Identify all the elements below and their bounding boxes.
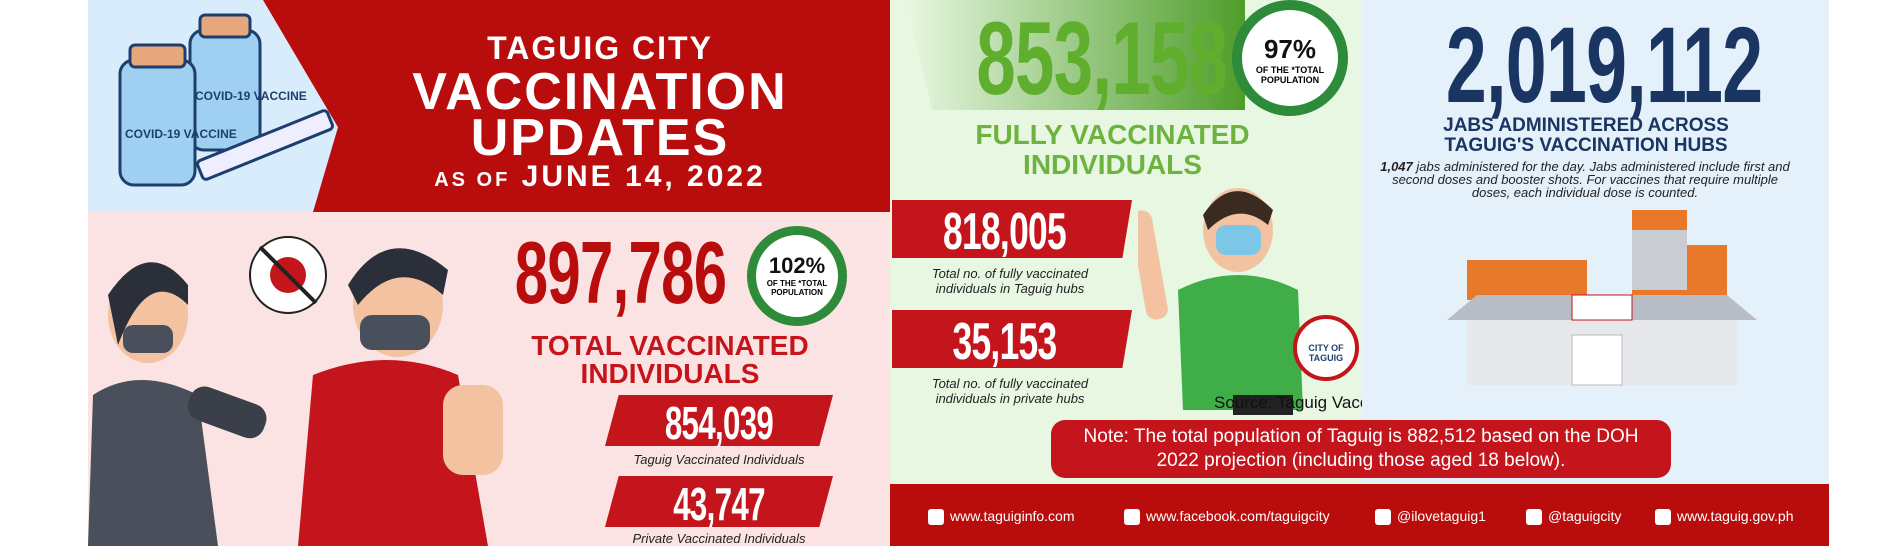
total-label: TOTAL VACCINATED INDIVIDUALS [531, 330, 809, 389]
footer-icon [1375, 509, 1391, 526]
breakdown-label: Private Vaccinated Individuals [632, 531, 806, 546]
footer-icon [1526, 509, 1542, 526]
title-line: UPDATES [470, 109, 730, 167]
footer-link-text[interactable]: @taguigcity [1548, 508, 1622, 524]
breakdown-value: 43,747 [673, 478, 765, 530]
jabs-note-text: jabs administered for the day. Jabs admi… [1392, 159, 1790, 200]
fully-number: 853,158 [976, 1, 1228, 117]
footer-icon [928, 509, 944, 526]
breakdown-value: 818,005 [942, 203, 1067, 261]
breakdown-value: 35,153 [952, 313, 1057, 371]
jabs-panel [1362, 0, 1829, 484]
footer-link-text[interactable]: www.taguiginfo.com [950, 508, 1075, 524]
footer-link[interactable]: www.facebook.com/taguigcity [1124, 508, 1330, 526]
date-line: AS OF JUNE 14, 2022 [330, 160, 870, 194]
fully-percent-badge: 97% OF THE *TOTAL POPULATION [1232, 0, 1348, 116]
total-percent: 102% [768, 253, 826, 278]
seal-logo: CITY OF TAGUIG [1293, 315, 1359, 381]
percent-caption: OF THE *TOTAL POPULATION [1255, 65, 1325, 85]
footer-icon [1124, 509, 1140, 526]
date-prefix: AS OF [434, 169, 511, 191]
footer-icon [1655, 509, 1671, 526]
breakdown-label: Total no. of fully vaccinated individual… [931, 266, 1089, 296]
jabs-number: 2,019,112 [1445, 4, 1763, 125]
fully-label: FULLY VACCINATED INDIVIDUALS [975, 119, 1250, 180]
total-percent-badge: 102% OF THE *TOTAL POPULATION [747, 226, 847, 326]
breakdown-box [605, 476, 833, 527]
footer-link[interactable]: www.taguiginfo.com [928, 508, 1075, 526]
people-illustration [88, 236, 503, 546]
vial-label: COVID-19 VACCINE [125, 127, 237, 141]
footer [890, 484, 1829, 546]
date: JUNE 14, 2022 [521, 160, 766, 193]
breakdown-label: Taguig Vaccinated Individuals [633, 452, 805, 467]
fully-number-bg [905, 0, 1245, 110]
total-number: 897,786 [514, 223, 727, 322]
breakdown-box [892, 200, 1132, 258]
footer-link-text[interactable]: www.facebook.com/taguigcity [1146, 508, 1330, 524]
title-line: VACCINATION [412, 63, 788, 121]
footer-link[interactable]: @ilovetaguig1 [1375, 508, 1486, 526]
jabs-note: 1,047 jabs administered for the day. Jab… [1375, 160, 1795, 199]
title-line: TAGUIG CITY [487, 30, 713, 66]
footer-link[interactable]: @taguigcity [1526, 508, 1622, 526]
jabs-note-bold: 1,047 [1380, 159, 1413, 174]
breakdown-label: Total no. of fully vaccinated individual… [931, 376, 1089, 406]
breakdown-box [605, 395, 833, 446]
note: Note: The total population of Taguig is … [1051, 420, 1671, 478]
fully-percent: 97% [1263, 34, 1317, 64]
jabs-label: JABS ADMINISTERED ACROSS TAGUIG'S VACCIN… [1443, 115, 1729, 156]
breakdown-box [892, 310, 1132, 368]
person-illustration [1138, 188, 1303, 415]
vial-illustration: COVID-19 VACCINE COVID-19 VACCINE [118, 13, 334, 187]
building-illustration [1447, 210, 1757, 386]
percent-caption: OF THE *TOTAL POPULATION [766, 279, 828, 297]
footer-link[interactable]: www.taguig.gov.ph [1655, 508, 1794, 526]
vial-label: COVID-19 VACCINE [195, 89, 307, 103]
footer-link-text[interactable]: www.taguig.gov.ph [1677, 508, 1794, 524]
footer-link-text[interactable]: @ilovetaguig1 [1397, 508, 1486, 524]
breakdown-value: 854,039 [664, 397, 774, 449]
